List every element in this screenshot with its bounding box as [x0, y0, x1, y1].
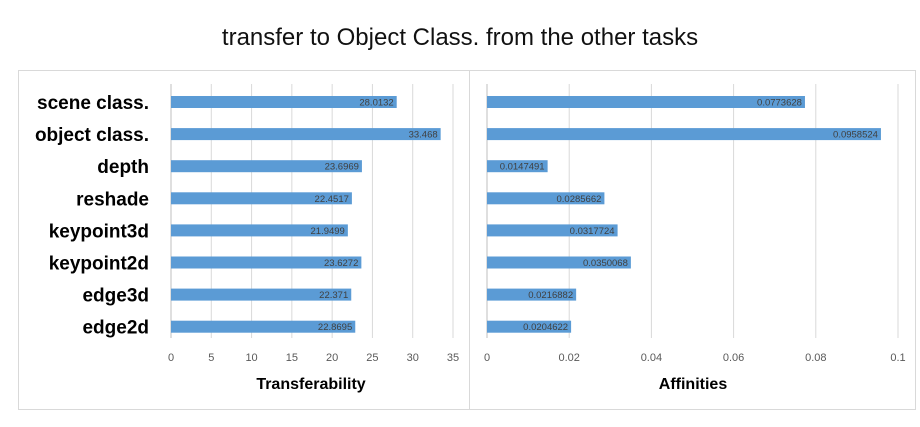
transferability-tick-label: 15: [286, 352, 298, 364]
affinities-tick-label: 0: [484, 352, 490, 364]
chart-title: transfer to Object Class. from the other…: [221, 24, 699, 51]
affinities-bar: [487, 288, 577, 301]
transferability-tick-label: 10: [245, 352, 257, 364]
affinities-data-label: 0.0350068: [583, 258, 628, 269]
transferability-bar: [171, 288, 352, 301]
affinities-bar: [487, 224, 618, 237]
affinities-data-label: 0.0317724: [570, 226, 615, 237]
transferability-data-label: 22.4517: [315, 194, 349, 205]
transferability-tick-label: 35: [447, 352, 459, 364]
category-label: object class.: [35, 125, 149, 146]
affinities-bar: [487, 256, 631, 269]
chart-divider: [469, 70, 470, 410]
affinities-tick-label: 0.02: [558, 352, 579, 364]
affinities-bar: [487, 96, 805, 108]
transferability-data-label: 23.6969: [325, 162, 359, 173]
transferability-data-label: 21.9499: [311, 226, 345, 237]
affinities-bar: [487, 128, 881, 141]
affinities-bar: [487, 192, 605, 205]
transferability-data-label: 23.6272: [324, 258, 358, 269]
category-label: keypoint2d: [49, 254, 149, 275]
affinities-data-label: 0.0204622: [523, 322, 568, 333]
affinities-tick-label: 0.1: [890, 352, 905, 364]
category-label: depth: [97, 157, 149, 178]
transferability-tick-label: 5: [208, 352, 214, 364]
transferability-bar: [171, 160, 362, 173]
transferability-bar: [171, 256, 362, 269]
transferability-tick-label: 0: [168, 352, 174, 364]
transferability-data-label: 33.468: [409, 130, 438, 141]
transferability-bar: [171, 96, 397, 108]
affinities-data-label: 0.0147491: [500, 162, 545, 173]
transferability-tick-label: 20: [326, 352, 338, 364]
transferability-data-label: 22.8695: [318, 322, 352, 333]
transferability-bar: [171, 192, 352, 205]
transferability-bar: [171, 320, 356, 333]
transferability-tick-label: 30: [407, 352, 419, 364]
affinities-axis-title: Affinities: [659, 376, 728, 393]
affinities-data-label: 0.0285662: [556, 194, 601, 205]
transferability-bar: [171, 224, 348, 237]
transferability-tick-label: 25: [366, 352, 378, 364]
chart-frame: [18, 70, 916, 410]
transferability-axis-title: Transferability: [256, 376, 365, 393]
category-label: keypoint3d: [49, 221, 149, 242]
affinities-data-label: 0.0216882: [528, 290, 573, 301]
category-label: edge2d: [82, 318, 149, 339]
affinities-data-label: 0.0773628: [757, 98, 802, 109]
affinities-bar: [487, 320, 572, 333]
category-label: scene class.: [37, 93, 149, 114]
category-label: reshade: [76, 189, 149, 210]
transferability-data-label: 28.0132: [359, 98, 393, 109]
affinities-bar: [487, 160, 548, 173]
transferability-data-label: 22.371: [319, 290, 348, 301]
affinities-tick-label: 0.06: [723, 352, 744, 364]
affinities-data-label: 0.0958524: [833, 130, 878, 141]
transferability-bar: [171, 128, 441, 141]
category-label: edge3d: [82, 286, 149, 307]
affinities-tick-label: 0.08: [805, 352, 826, 364]
affinities-tick-label: 0.04: [641, 352, 662, 364]
